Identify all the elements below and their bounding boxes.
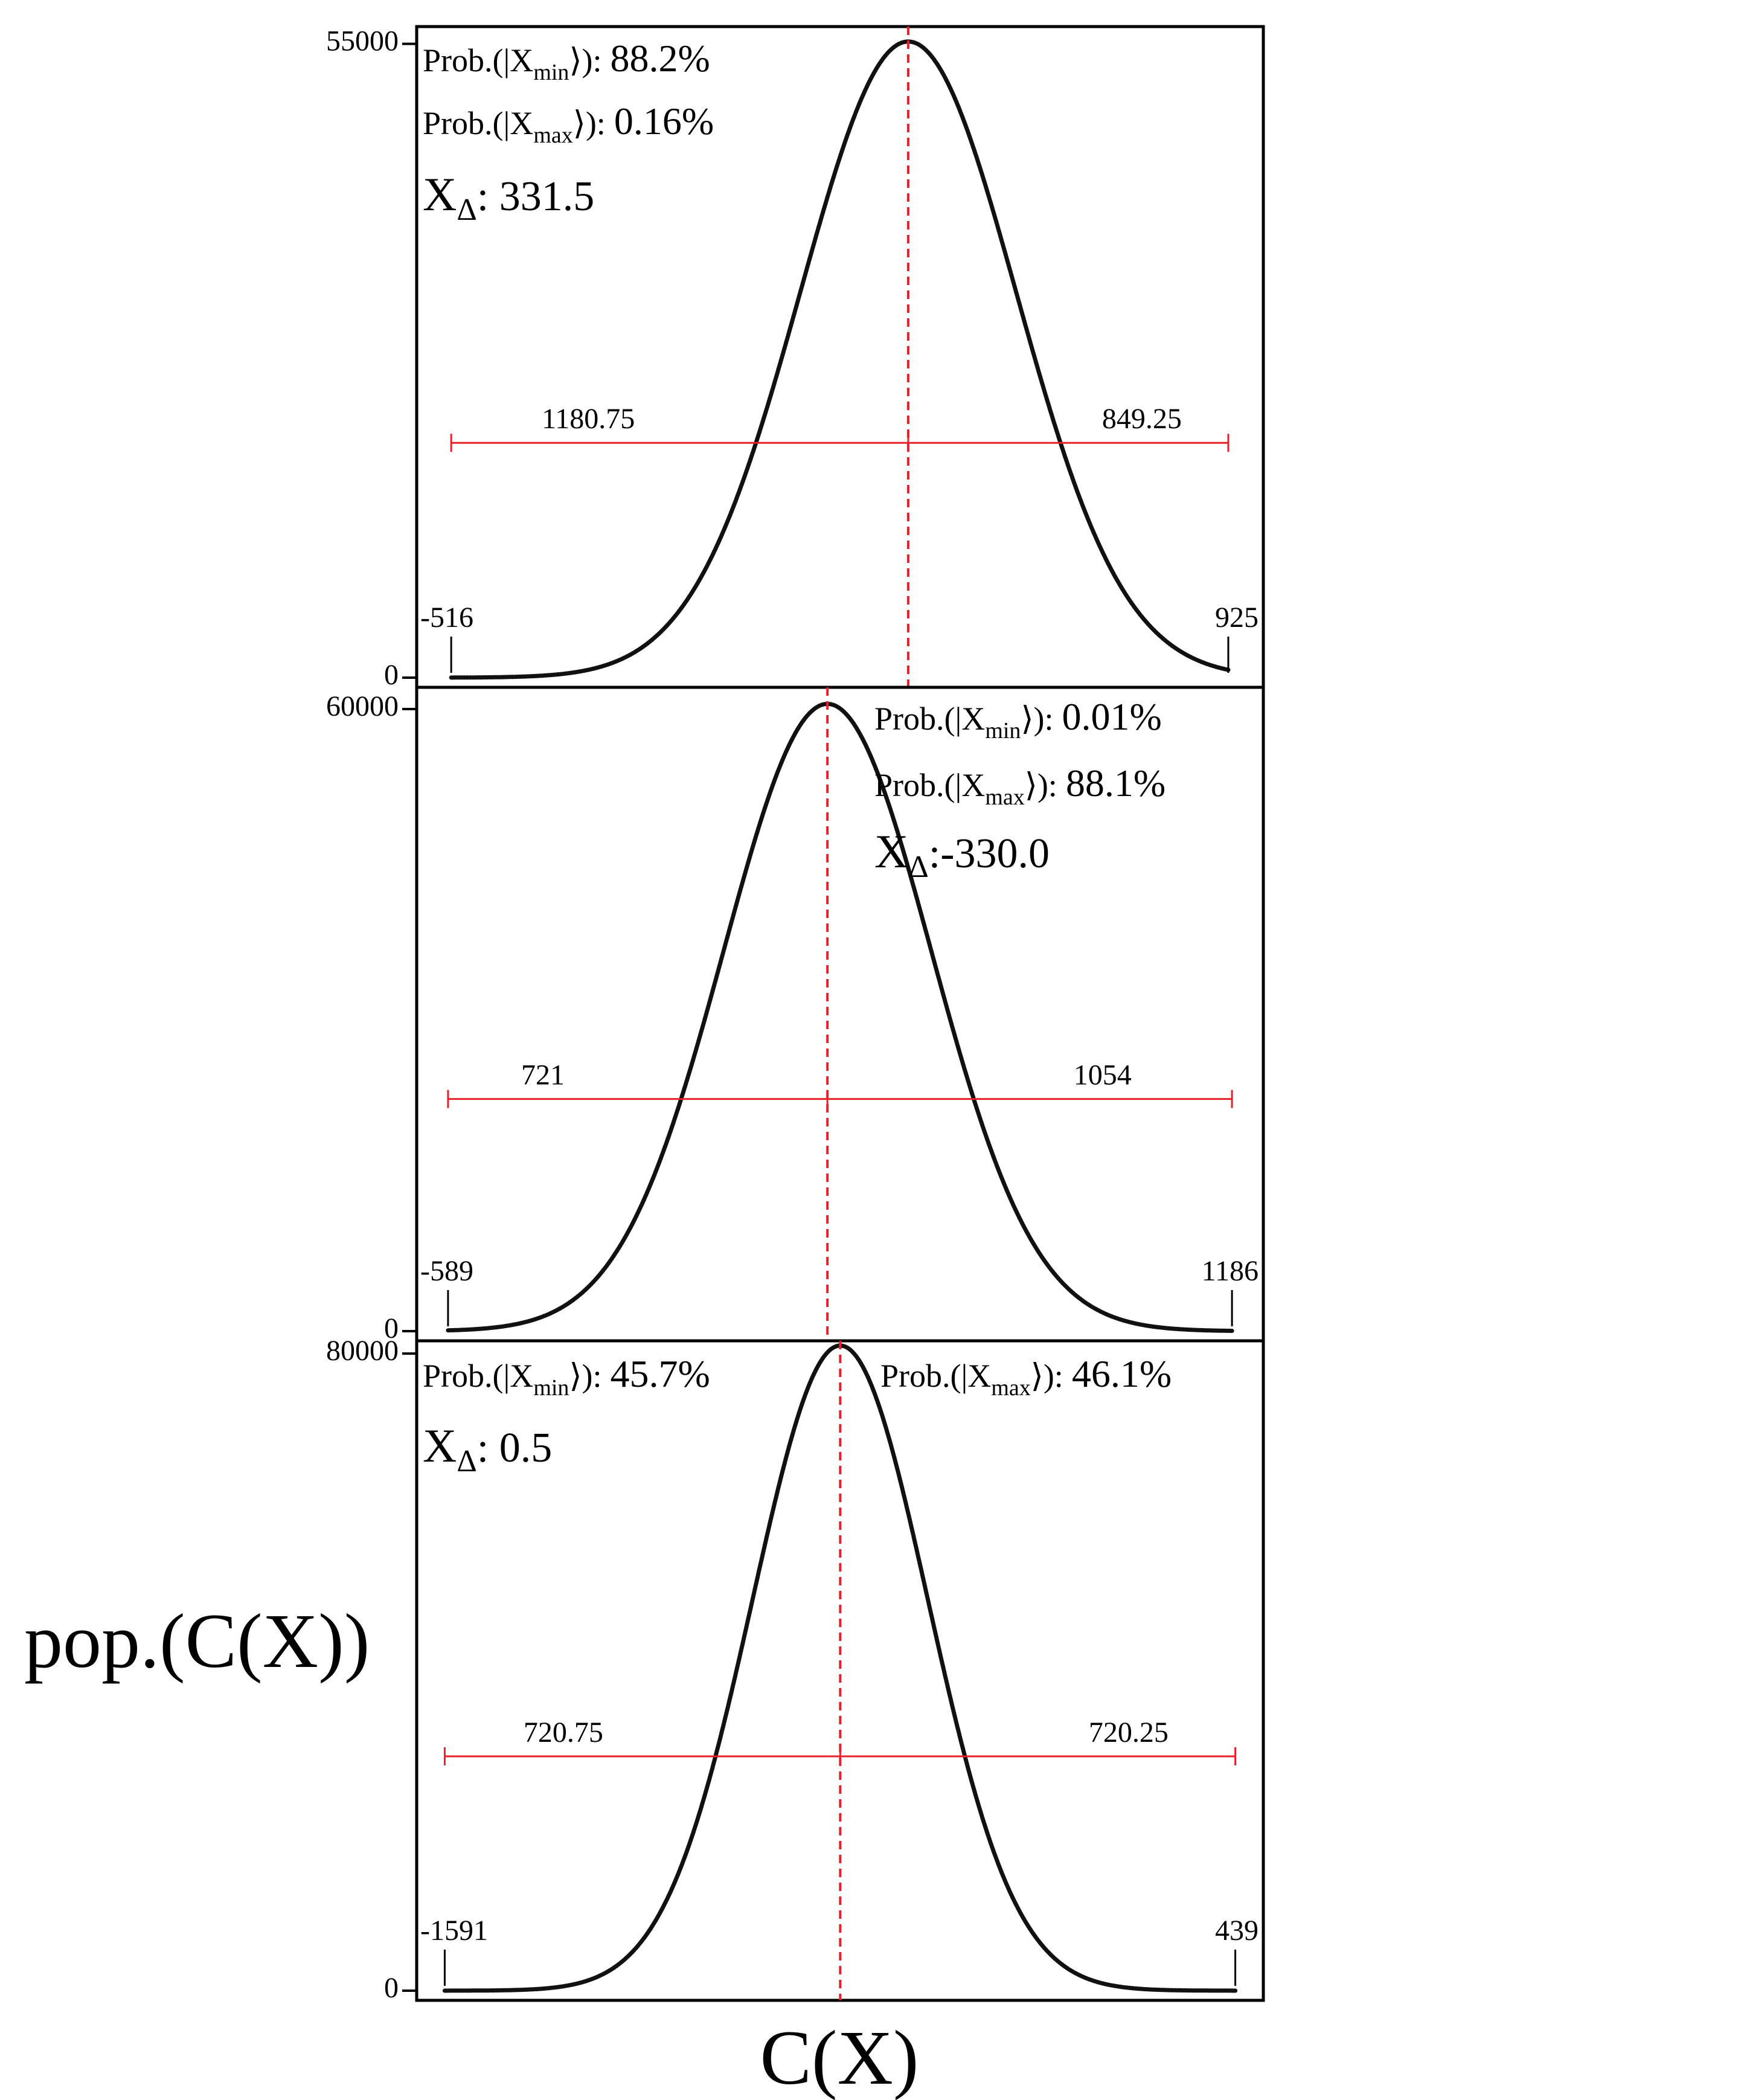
right-width-label: 720.25	[1089, 1716, 1169, 1748]
left-end-label: -516	[420, 602, 473, 634]
ytick-top-label: 80000	[326, 1335, 399, 1367]
x-delta-annotation: XΔ: 0.5	[423, 1419, 552, 1479]
y-axis-label: pop.(C(X))	[24, 1598, 370, 1684]
distribution-curve	[446, 702, 1234, 1333]
x-delta-annotation: XΔ: 331.5	[423, 168, 594, 227]
x-delta-annotation: XΔ:-330.0	[874, 825, 1050, 884]
prob-max-annotation: Prob.(|Xmax⟩): 46.1%	[880, 1352, 1172, 1401]
panel-top: 55000 0 -516 925 1180.75 849.25 Prob.(|X…	[326, 25, 1265, 691]
panel-middle-curve	[446, 702, 1234, 1333]
prob-max-annotation: Prob.(|Xmax⟩): 0.16%	[423, 100, 714, 148]
right-end-label: 439	[1215, 1915, 1259, 1947]
panel-bottom: 80000 0 -1591 439 720.75 720.25 Prob.(|X…	[326, 1335, 1265, 2004]
panel-bottom-marks	[443, 1341, 1237, 2000]
panel-middle: 60000 0 -589 1186 721 1054 Prob.(|Xmin⟩)…	[326, 686, 1265, 1344]
prob-min-annotation: Prob.(|Xmin⟩): 0.01%	[874, 695, 1162, 743]
prob-min-annotation: Prob.(|Xmin⟩): 45.7%	[423, 1352, 710, 1401]
distribution-curve	[449, 39, 1231, 680]
panel-top-marks	[450, 27, 1230, 687]
left-width-label: 1180.75	[542, 403, 635, 435]
ytick-zero-label: 0	[384, 659, 399, 691]
panel-middle-marks	[447, 687, 1233, 1341]
left-width-label: 720.75	[524, 1716, 603, 1748]
ytick-top-label: 55000	[326, 25, 399, 57]
right-end-label: 1186	[1202, 1255, 1259, 1287]
ytick-zero-label: 0	[384, 1972, 399, 2004]
left-end-label: -589	[420, 1255, 473, 1287]
right-width-label: 1054	[1074, 1059, 1132, 1091]
x-axis-label: C(X)	[760, 2015, 919, 2100]
panel-top-curve	[449, 39, 1231, 680]
ytick-zero-label: 0	[384, 1312, 399, 1344]
ytick-top-label: 60000	[326, 690, 399, 722]
left-width-label: 721	[521, 1059, 565, 1091]
left-end-label: -1591	[420, 1915, 488, 1947]
prob-min-annotation: Prob.(|Xmin⟩): 88.2%	[423, 37, 710, 85]
right-width-label: 849.25	[1102, 403, 1182, 435]
prob-max-annotation: Prob.(|Xmax⟩): 88.1%	[874, 762, 1166, 810]
right-end-label: 925	[1215, 602, 1259, 634]
